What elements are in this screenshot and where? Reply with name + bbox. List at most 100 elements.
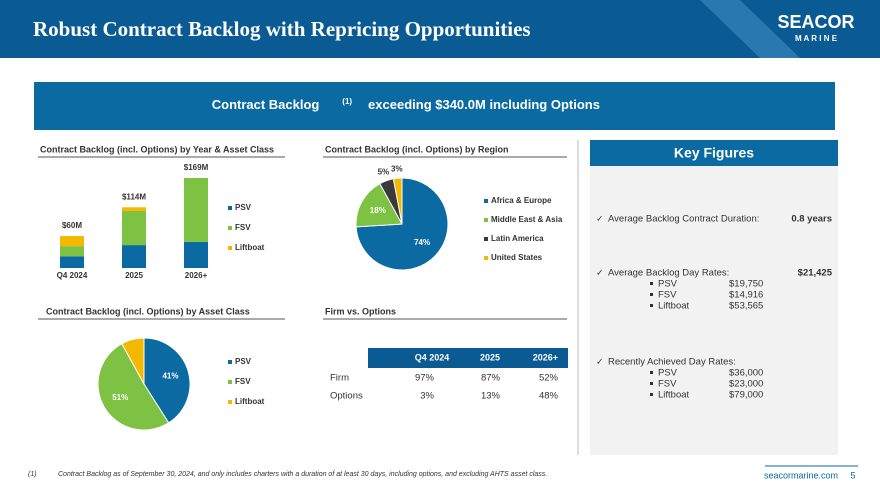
banner-after: exceeding $340.0M including Options xyxy=(368,97,600,112)
legend-label: Middle East & Asia xyxy=(491,215,563,224)
total-label: $60M xyxy=(62,221,82,230)
bar-segment xyxy=(122,207,146,212)
legend-label: United States xyxy=(491,253,543,262)
pie-slice xyxy=(392,177,403,225)
legend-swatch xyxy=(228,206,232,210)
pie-slice xyxy=(355,183,403,228)
bullet xyxy=(650,293,653,296)
header-stripe xyxy=(700,0,800,58)
legend-swatch xyxy=(484,256,488,260)
bullet xyxy=(650,304,653,307)
column-header: Q4 2024 xyxy=(415,352,450,362)
legend-label: PSV xyxy=(235,357,252,366)
key-value: 0.8 years xyxy=(791,214,832,225)
key-label: Recently Achieved Day Rates: xyxy=(608,357,736,368)
sub-name: FSV xyxy=(658,290,677,301)
legend-swatch xyxy=(228,400,232,404)
key-label: Average Backlog Day Rates: xyxy=(608,268,729,279)
total-label: $169M xyxy=(184,163,209,172)
sub-value: $19,750 xyxy=(729,279,763,290)
bullet xyxy=(650,371,653,374)
x-tick-label: Q4 2024 xyxy=(57,271,88,280)
table-header xyxy=(368,348,568,368)
sub-name: PSV xyxy=(658,279,678,290)
banner-sup: (1) xyxy=(342,97,352,106)
banner-text: Contract Backlog (1) exceeding $340.0M i… xyxy=(212,93,600,112)
cell: 3% xyxy=(420,391,434,402)
pie-slice xyxy=(97,343,170,431)
page-number: 5 xyxy=(850,470,855,480)
legend-label: Liftboat xyxy=(235,397,265,406)
x-tick-label: 2025 xyxy=(125,271,143,280)
bar-segment xyxy=(184,178,208,242)
legend-label: FSV xyxy=(235,377,251,386)
key-title: Key Figures xyxy=(674,145,754,161)
footnote-marker: (1) xyxy=(28,471,37,478)
cell: 97% xyxy=(415,373,435,384)
slide-title: Robust Contract Backlog with Repricing O… xyxy=(33,17,531,41)
cell: 52% xyxy=(539,373,559,384)
legend-swatch xyxy=(228,360,232,364)
pie-label: 5% xyxy=(378,167,390,176)
sub-name: PSV xyxy=(658,368,678,379)
cell: 87% xyxy=(481,373,501,384)
sub-value: $23,000 xyxy=(729,379,763,390)
check: ✓ xyxy=(596,267,604,277)
cell: 48% xyxy=(539,391,559,402)
pie-label: 3% xyxy=(391,164,403,173)
bullet xyxy=(650,382,653,385)
bar-segment xyxy=(122,211,146,246)
legend-label: FSV xyxy=(235,223,251,232)
legend-swatch xyxy=(484,199,488,203)
row-label: Firm xyxy=(330,373,349,384)
legend-label: PSV xyxy=(235,203,252,212)
bar-segment xyxy=(60,246,84,257)
sub-name: FSV xyxy=(658,379,677,390)
url: seacormarine.com xyxy=(764,470,838,480)
legend-label: Africa & Europe xyxy=(491,196,552,205)
sub-value: $53,565 xyxy=(729,301,763,312)
sub-name: Liftboat xyxy=(658,301,690,312)
legend-label: Latin America xyxy=(491,234,544,243)
bar-segment xyxy=(60,236,84,247)
pie-label: 74% xyxy=(414,238,430,247)
pie-slice xyxy=(121,337,145,385)
sub-value: $79,000 xyxy=(729,390,763,401)
row-label: Options xyxy=(330,391,363,402)
column-header: 2025 xyxy=(480,352,500,362)
cell: 13% xyxy=(481,391,501,402)
legend-swatch xyxy=(484,237,488,241)
x-tick-label: 2026+ xyxy=(185,271,208,280)
bar-segment xyxy=(184,241,208,268)
bar-segment xyxy=(122,245,146,268)
legend-swatch xyxy=(228,380,232,384)
check: ✓ xyxy=(596,356,604,366)
pie-label: 8% xyxy=(125,326,137,335)
total-label: $114M xyxy=(122,192,146,201)
key-label: Average Backlog Contract Duration: xyxy=(608,214,759,225)
legend-swatch xyxy=(228,246,232,250)
key-value: $21,425 xyxy=(798,268,833,279)
section-title: Firm vs. Options xyxy=(325,306,396,316)
bullet xyxy=(650,282,653,285)
pie-label: 51% xyxy=(112,393,128,402)
bar-segment xyxy=(60,256,84,268)
sub-name: Liftboat xyxy=(658,390,690,401)
section-title: Contract Backlog (incl. Options) by Year… xyxy=(40,144,274,154)
section-title: Contract Backlog (incl. Options) by Asse… xyxy=(46,306,250,316)
key-panel xyxy=(590,140,838,455)
banner xyxy=(34,82,835,130)
sub-value: $14,916 xyxy=(729,290,763,301)
bullet xyxy=(650,393,653,396)
key-title-bar xyxy=(590,140,838,166)
legend-label: Liftboat xyxy=(235,243,265,252)
section-title: Contract Backlog (incl. Options) by Regi… xyxy=(325,144,509,154)
logo-sub: M A R I N E xyxy=(795,34,838,43)
legend-swatch xyxy=(484,218,488,222)
footnote: Contract Backlog as of September 30, 202… xyxy=(58,471,547,478)
legend-swatch xyxy=(228,226,232,230)
logo: SEACOR xyxy=(777,12,854,32)
pie-label: 41% xyxy=(162,371,178,380)
pie-label: 18% xyxy=(370,206,386,215)
